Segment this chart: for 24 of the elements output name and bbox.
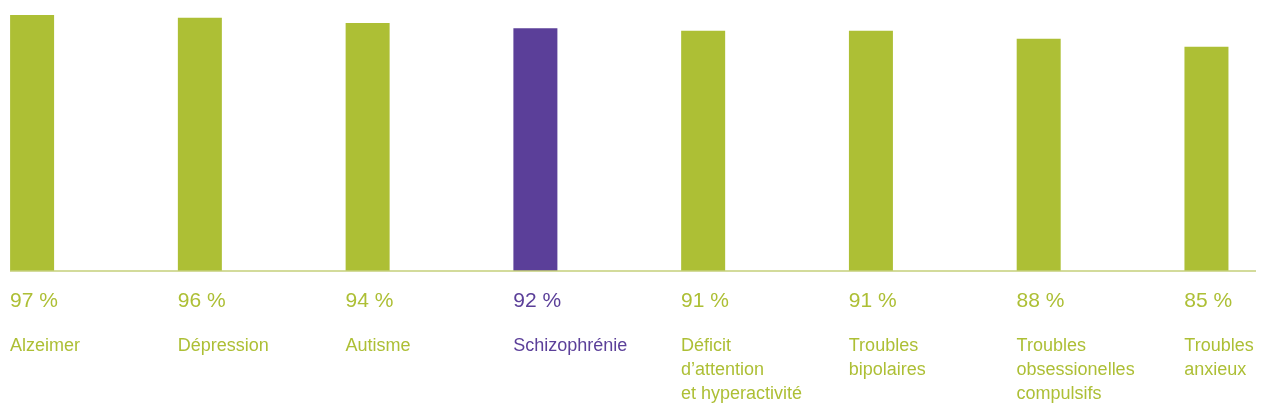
bar <box>345 22 390 271</box>
data-label: 85 % <box>1184 288 1233 311</box>
x-tick-label: Dépression <box>177 335 269 355</box>
bar <box>848 30 893 271</box>
data-label: 97 % <box>9 288 58 311</box>
x-tick-label: Troubles anxieux <box>1184 335 1254 379</box>
data-label: 91 % <box>681 288 729 311</box>
x-tick-label: Déficit d’attention et hyperactivité <box>681 335 803 403</box>
x-tick-label: Troubles obsessionelles compulsifs <box>1016 335 1135 403</box>
data-label: 92 % <box>513 288 562 311</box>
bar <box>10 15 55 271</box>
x-tick-label: Troubles bipolaires <box>848 335 926 379</box>
bar <box>177 17 222 271</box>
bar <box>1184 46 1229 271</box>
bar <box>513 28 558 271</box>
bar <box>1016 38 1061 271</box>
data-label: 96 % <box>177 288 226 311</box>
x-tick-label: Schizophrénie <box>513 335 628 355</box>
data-label: 94 % <box>345 288 394 311</box>
data-label: 88 % <box>1016 288 1065 311</box>
x-tick-label: Alzeimer <box>9 335 80 355</box>
bar <box>681 30 726 271</box>
x-tick-label: Autisme <box>345 335 411 355</box>
data-label: 91 % <box>848 288 897 311</box>
